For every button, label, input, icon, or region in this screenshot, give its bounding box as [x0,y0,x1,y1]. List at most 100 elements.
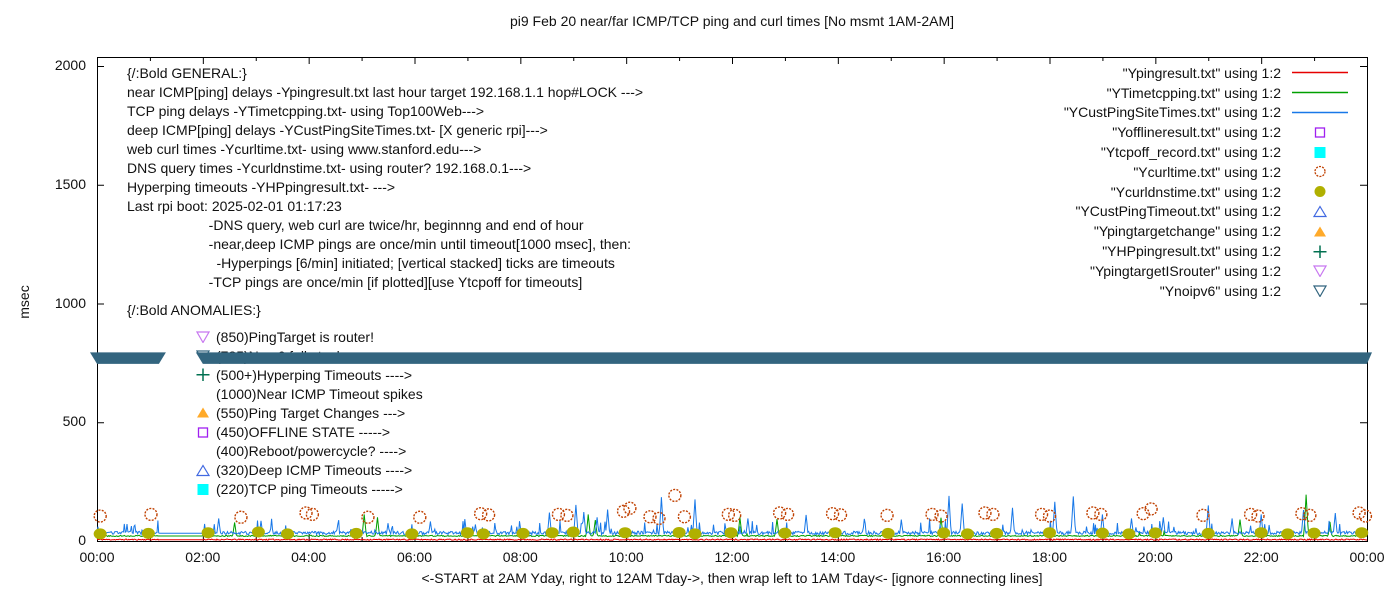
line-sample-icon [1292,111,1348,114]
data-point-circle-open [1144,502,1158,516]
data-point-circle-filled [778,527,792,539]
line-sample-icon [1292,72,1348,74]
data-point-circle-open [780,507,795,522]
circle-open-icon [1314,166,1326,178]
data-point-circle-filled [281,528,294,540]
data-point-circle-filled [937,527,951,539]
annotation-line: web curl times -Ycurltime.txt- using www… [127,141,482,157]
data-point-circle-open [1136,506,1150,521]
triangle-down-open-icon [196,350,210,363]
anomaly-row: (785)No v6 full stack ---> [196,346,423,365]
annotation-line: Hyperping timeouts -YHPpingresult.txt- -… [127,179,396,195]
data-point-circle-open [652,511,666,526]
data-point-circle-open [1251,509,1265,523]
anomaly-marker-cell [196,426,216,439]
data-point-circle-filled [1307,527,1321,539]
legend-sample-square-open [1291,126,1349,139]
legend-sample-circle-filled [1291,185,1349,198]
x-tick-label: 00:00 [1349,549,1385,565]
data-point-circle-filled [566,526,580,538]
general-annotations: {/:Bold GENERAL:} near ICMP[ping] delays … [127,64,643,292]
data-point-circle-open [144,507,158,522]
data-point-circle-open [677,510,692,524]
anomaly-row: (450)OFFLINE STATE -----> [196,422,423,441]
legend-entry: "Ynoipv6" using 1:2 [1064,281,1349,301]
data-point-circle-open [1358,509,1373,523]
triangle-up-open-icon [196,464,210,476]
x-tick-label: 10:00 [608,549,644,565]
legend-label: "YCustPingTimeout.txt" using 1:2 [1075,203,1281,220]
legend-label: "Ypingresult.txt" using 1:2 [1122,64,1281,81]
legend-label: "Ytcpoff_record.txt" using 1:2 [1100,144,1281,161]
anomaly-marker-cell [196,349,216,363]
anomaly-marker-cell [196,406,216,419]
x-tick-label: 14:00 [820,549,856,565]
x-tick-label: 06:00 [396,549,433,565]
data-point-circle-filled [881,527,895,539]
data-point-circle-open [1034,507,1049,522]
x-tick-label: 04:00 [291,549,327,565]
data-point-circle-open [1094,507,1108,522]
anomaly-row: (1000)Near ICMP Timeout spikes [196,384,423,403]
plus-icon [1313,245,1327,258]
x-tick-label: 02:00 [185,549,221,565]
x-tick-label: 16:00 [926,549,962,565]
anomalies-header: {/:Bold ANOMALIES:} [127,302,261,318]
triangle-down-open-icon [196,331,210,344]
data-point-circle-open [925,507,939,522]
data-point-circle-filled [545,527,559,539]
data-point-circle-open [825,506,840,521]
legend-entry: "YCustPingSiteTimes.txt" using 1:2 [1064,103,1349,123]
data-point-circle-open [93,509,107,523]
data-point-circle-filled [618,527,632,539]
data-point-circle-open [551,507,566,522]
data-point-circle-open [560,508,574,523]
y-tick-label: 1000 [54,294,86,311]
anomaly-text: (500+)Hyperping Timeouts ----> [216,366,413,383]
data-point-circle-filled [405,528,419,540]
anomaly-row: (550)Ping Target Changes ---> [196,403,423,422]
data-point-circle-open [623,501,637,515]
legend-sample-triangle-down-open [1291,264,1349,278]
legend-sample-triangle-up-filled [1291,225,1349,238]
legend-sample-line [1291,86,1349,99]
data-point-circle-open [986,507,1000,522]
anomaly-text: (1000)Near ICMP Timeout spikes [216,385,423,402]
data-point-circle-open [413,510,427,524]
square-filled-icon [197,483,209,495]
data-point-circle-open [299,506,313,520]
x-axis-caption: <-START at 2AM Yday, right to 12AM Tday-… [421,570,1043,586]
data-point-circle-open [1196,508,1210,523]
legend-sample-triangle-down-open [1291,284,1349,298]
data-point-circle-open [473,506,488,521]
annotation-line: deep ICMP[ping] delays -YCustPingSiteTim… [127,122,548,138]
triangle-up-filled-icon [197,407,209,418]
data-point-circle-filled [1254,527,1268,539]
legend-entry: "Ycurldnstime.txt" using 1:2 [1064,182,1349,202]
data-point-circle-filled [828,527,842,539]
x-tick-label: 08:00 [502,549,538,565]
annotation-line: -TCP pings are once/min [if plotted][use… [127,274,583,290]
legend-sample-triangle-up-open [1291,205,1349,218]
legend-entry: "YCustPingTimeout.txt" using 1:2 [1064,202,1349,222]
data-point-circle-open [643,510,657,524]
legend-label: "Ynoipv6" using 1:2 [1159,282,1281,299]
anomaly-text: (320)Deep ICMP Timeouts ----> [216,462,413,479]
data-point-circle-filled [201,527,215,539]
data-point-circle-open [1086,506,1100,520]
data-point-circle-open [934,509,948,523]
legend-entry: "YpingtargetISrouter" using 1:2 [1064,261,1349,281]
data-point-circle-filled [1355,527,1369,539]
anomaly-row: (320)Deep ICMP Timeouts ----> [196,461,423,480]
legend-sample-line [1291,66,1349,79]
anomaly-text: (220)TCP ping Timeouts -----> [216,481,403,498]
data-point-circle-open [772,506,787,520]
triangle-up-open-icon [1313,205,1327,218]
data-point-circle-open [1243,507,1258,522]
data-point-circle-filled [960,528,974,540]
legend-entry: "Yofflineresult.txt" using 1:2 [1064,122,1349,142]
circle-filled-icon [1314,186,1326,198]
anomaly-text: (550)Ping Target Changes ---> [216,404,406,421]
data-point-circle-open [481,508,496,522]
x-tick-label: 20:00 [1137,549,1173,565]
